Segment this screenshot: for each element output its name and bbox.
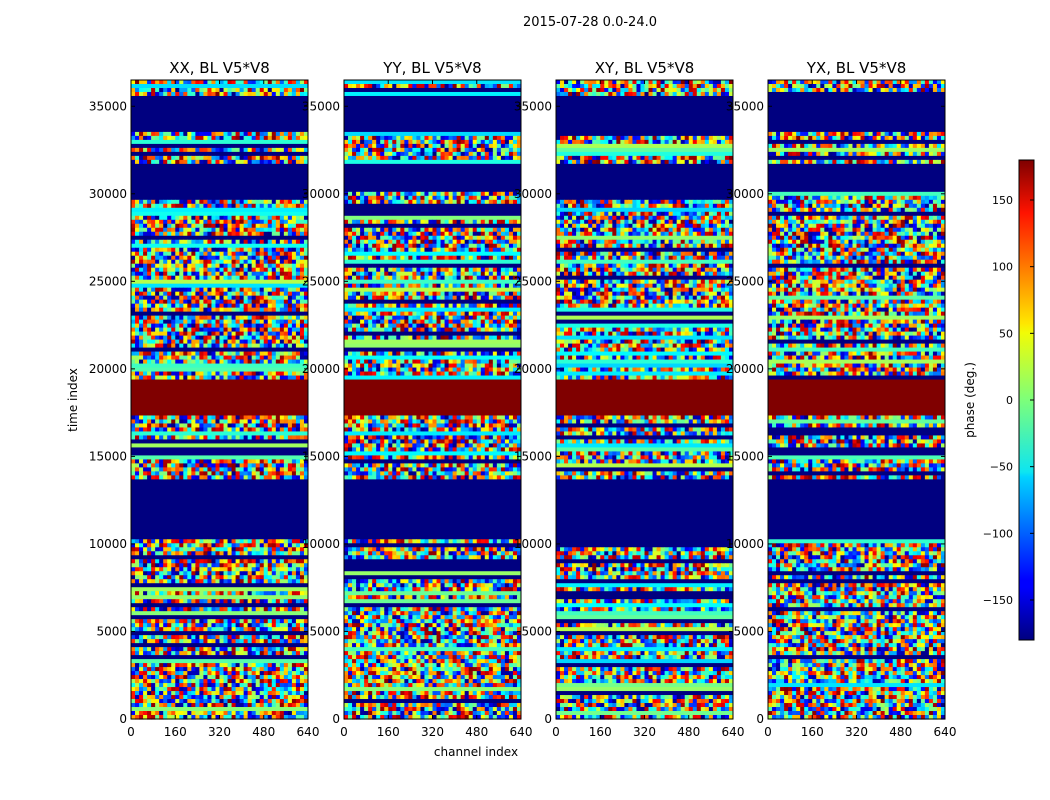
x-tick-label: 320 bbox=[633, 725, 656, 739]
x-axis-label: channel index bbox=[434, 745, 518, 759]
y-tick-label: 30000 bbox=[726, 187, 764, 201]
panel-3: XY, BL V5*V8 0 160 320 480 640 0 5000 10000 15000… bbox=[514, 59, 745, 739]
y-tick-label: 5000 bbox=[733, 624, 764, 638]
x-tick-label: 480 bbox=[677, 725, 700, 739]
x-tick-label: 0 bbox=[127, 725, 135, 739]
x-tick-label: 480 bbox=[252, 725, 275, 739]
y-tick-label: 0 bbox=[756, 712, 764, 726]
x-tick-label: 640 bbox=[722, 725, 745, 739]
x-tick-label: 160 bbox=[589, 725, 612, 739]
y-tick-label: 35000 bbox=[514, 99, 552, 113]
x-tick-label: 160 bbox=[377, 725, 400, 739]
panel-title: YY, BL V5*V8 bbox=[382, 59, 481, 77]
y-tick-label: 0 bbox=[119, 712, 127, 726]
colorbar-tick-label: 0 bbox=[1006, 394, 1013, 407]
y-tick-label: 25000 bbox=[302, 274, 340, 288]
y-tick-label: 5000 bbox=[96, 624, 127, 638]
panel-title: XY, BL V5*V8 bbox=[595, 59, 695, 77]
x-tick-label: 480 bbox=[889, 725, 912, 739]
x-tick-label: 640 bbox=[934, 725, 957, 739]
x-tick-label: 640 bbox=[297, 725, 320, 739]
panel-heatmap bbox=[556, 80, 734, 720]
colorbar-tick-label: −150 bbox=[983, 594, 1013, 607]
panel-2: YY, BL V5*V8 0 160 320 480 640 0 5000 10000 15000… bbox=[302, 59, 533, 739]
y-tick-label: 35000 bbox=[89, 99, 127, 113]
panel-title: XX, BL V5*V8 bbox=[169, 59, 270, 77]
panel-4: YX, BL V5*V8 0 160 320 480 640 0 5000 10000 15000… bbox=[726, 59, 957, 739]
y-tick-label: 30000 bbox=[89, 187, 127, 201]
y-tick-label: 5000 bbox=[521, 624, 552, 638]
figure-suptitle: 2015-07-28 0.0-24.0 bbox=[523, 15, 657, 30]
colorbar-label: phase (deg.) bbox=[963, 362, 977, 438]
y-tick-label: 5000 bbox=[309, 624, 340, 638]
x-tick-label: 0 bbox=[764, 725, 772, 739]
y-tick-label: 30000 bbox=[302, 187, 340, 201]
y-tick-label: 10000 bbox=[514, 537, 552, 551]
y-tick-label: 25000 bbox=[726, 274, 764, 288]
y-axis-label: time index bbox=[66, 368, 80, 432]
y-tick-label: 15000 bbox=[514, 449, 552, 463]
y-tick-label: 10000 bbox=[302, 537, 340, 551]
x-tick-label: 320 bbox=[208, 725, 231, 739]
x-tick-label: 320 bbox=[421, 725, 444, 739]
y-tick-label: 25000 bbox=[89, 274, 127, 288]
x-tick-label: 0 bbox=[552, 725, 560, 739]
panel-heatmap bbox=[131, 80, 309, 720]
x-tick-label: 320 bbox=[845, 725, 868, 739]
x-tick-label: 160 bbox=[164, 725, 187, 739]
y-tick-label: 10000 bbox=[89, 537, 127, 551]
colorbar: −150 −100 −50 0 50 100 150 phase (deg.) bbox=[963, 159, 1035, 641]
y-tick-label: 10000 bbox=[726, 537, 764, 551]
x-tick-label: 480 bbox=[465, 725, 488, 739]
y-tick-label: 35000 bbox=[726, 99, 764, 113]
colorbar-tick-label: 50 bbox=[999, 327, 1013, 340]
y-tick-label: 25000 bbox=[514, 274, 552, 288]
y-tick-label: 15000 bbox=[726, 449, 764, 463]
y-tick-label: 20000 bbox=[514, 362, 552, 376]
y-tick-label: 30000 bbox=[514, 187, 552, 201]
y-tick-label: 0 bbox=[544, 712, 552, 726]
y-tick-label: 15000 bbox=[302, 449, 340, 463]
y-tick-label: 20000 bbox=[302, 362, 340, 376]
y-tick-label: 0 bbox=[332, 712, 340, 726]
colorbar-tick-label: −50 bbox=[990, 461, 1013, 474]
x-tick-label: 0 bbox=[340, 725, 348, 739]
y-tick-label: 20000 bbox=[726, 362, 764, 376]
y-tick-label: 15000 bbox=[89, 449, 127, 463]
colorbar-tick-label: 100 bbox=[992, 261, 1013, 274]
y-tick-label: 20000 bbox=[89, 362, 127, 376]
panel-1: XX, BL V5*V8 0 160 320 480 640 0 5000 10000 15000… bbox=[89, 59, 320, 739]
panel-heatmap bbox=[768, 80, 946, 720]
colorbar-tick-label: −100 bbox=[983, 527, 1013, 540]
x-tick-label: 640 bbox=[510, 725, 533, 739]
panel-heatmap bbox=[344, 80, 522, 720]
y-tick-label: 35000 bbox=[302, 99, 340, 113]
colorbar-tick-label: 150 bbox=[992, 194, 1013, 207]
panel-title: YX, BL V5*V8 bbox=[806, 59, 907, 77]
x-tick-label: 160 bbox=[801, 725, 824, 739]
